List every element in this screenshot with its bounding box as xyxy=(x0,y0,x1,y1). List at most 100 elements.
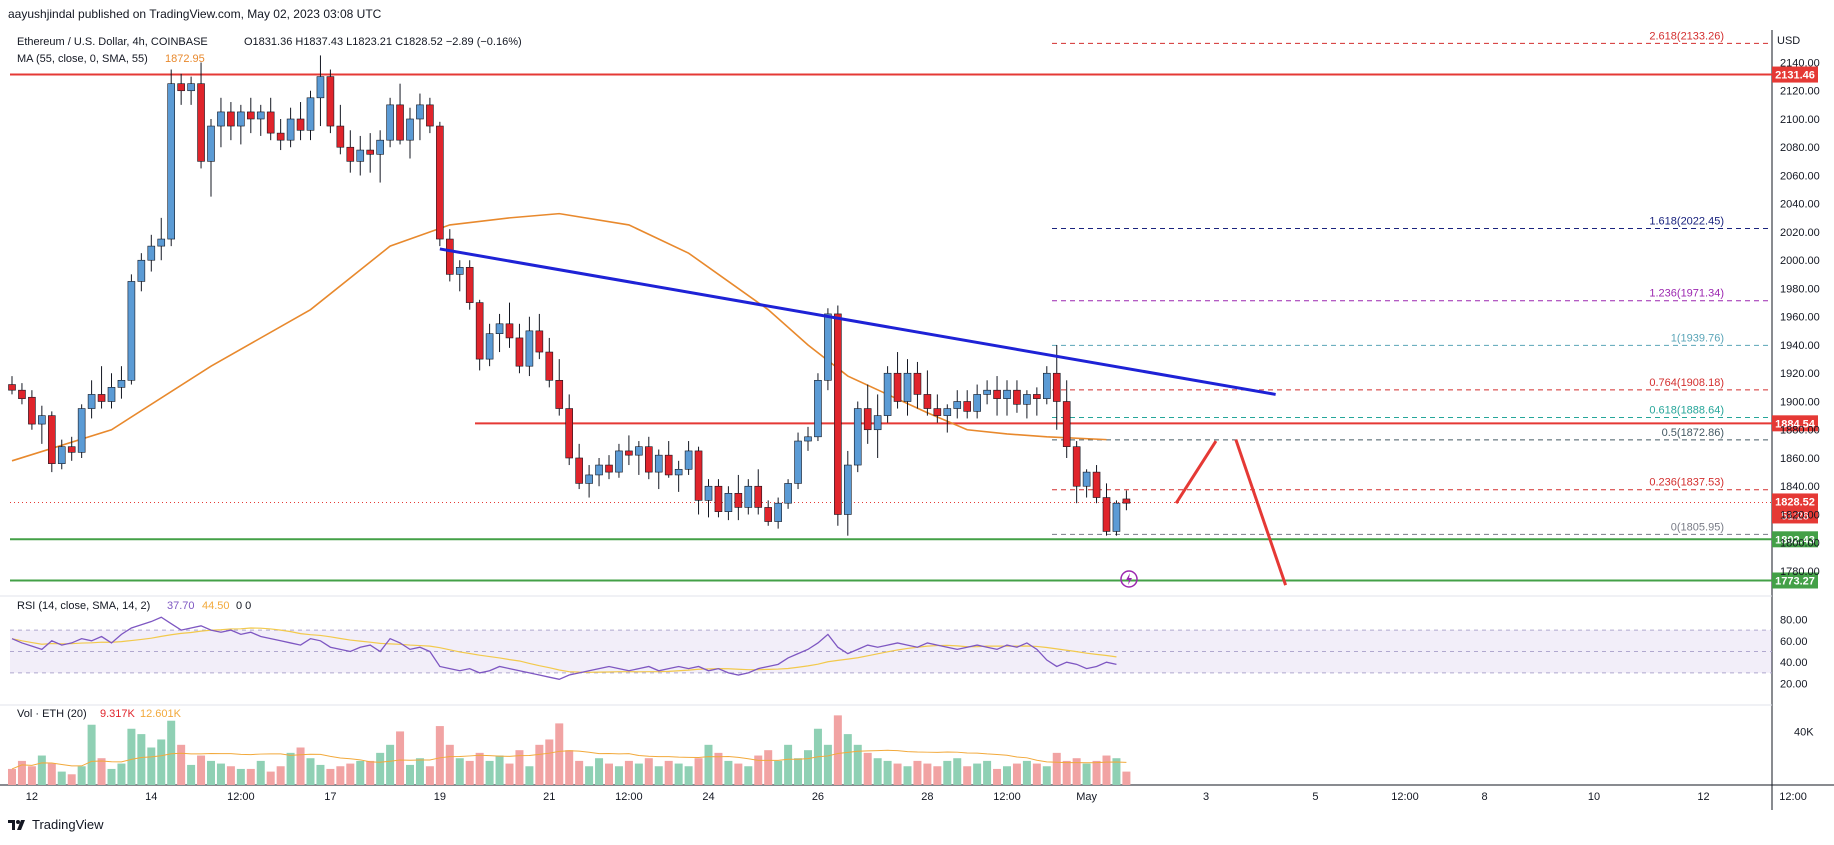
volume-bar xyxy=(8,768,16,785)
volume-bar xyxy=(873,758,882,785)
candle-body xyxy=(863,408,872,431)
time-tick-label: 12:00 xyxy=(1391,791,1419,803)
candle-body xyxy=(704,485,713,501)
candle-body xyxy=(943,408,952,416)
volume-bar xyxy=(883,760,892,785)
price-tick-label: 1840.00 xyxy=(1780,481,1820,493)
volume-bar xyxy=(784,744,793,785)
ma-legend-label[interactable]: MA (55, close, 0, SMA, 55) xyxy=(17,53,148,65)
trendline xyxy=(439,247,1276,396)
time-tick-label: 12:00 xyxy=(993,791,1021,803)
volume-bar xyxy=(624,760,633,785)
volume-bar xyxy=(644,758,653,785)
symbol-label[interactable]: Ethereum / U.S. Dollar, 4h, COINBASE xyxy=(17,36,208,48)
rsi-legend-label[interactable]: RSI (14, close, SMA, 14, 2) xyxy=(17,600,150,612)
volume-bar xyxy=(396,731,405,785)
candle-body xyxy=(674,468,683,476)
fib-level-label: 1(1939.76) xyxy=(1671,332,1724,344)
candle-body xyxy=(724,492,733,512)
volume-bar xyxy=(833,715,842,785)
candle-body xyxy=(834,313,842,515)
candle-body xyxy=(47,415,56,464)
candle-body xyxy=(97,394,106,402)
candle-body xyxy=(77,408,86,453)
candle-body xyxy=(1062,401,1071,447)
flash-icon[interactable] xyxy=(1120,570,1138,588)
candle-body xyxy=(853,408,862,466)
price-axis[interactable]: 1780.00 1800.00 1820.00 1840.00 1860.00 1880.… xyxy=(1780,57,1820,578)
volume-bar xyxy=(734,763,743,785)
price-tick-label: 1880.00 xyxy=(1780,425,1820,437)
tradingview-footer[interactable]: TradingView xyxy=(8,817,104,832)
candle-body xyxy=(1043,372,1051,399)
volume-bar xyxy=(1052,752,1061,785)
candle-body xyxy=(734,492,743,508)
volume-bar xyxy=(1012,763,1021,785)
candle-body xyxy=(1112,502,1121,532)
candle-body xyxy=(8,384,16,391)
volume-bar xyxy=(953,758,962,785)
candle-body xyxy=(266,111,275,134)
volume-bar xyxy=(634,763,643,785)
volume-bar xyxy=(575,760,584,785)
candle-body xyxy=(336,125,345,148)
price-tick-label: 2080.00 xyxy=(1780,142,1820,154)
level-price-text: 1884.54 xyxy=(1775,418,1816,430)
candle-body xyxy=(694,450,703,501)
volume-bar xyxy=(973,763,982,785)
fibonacci-levels: 2.618(2133.26) 1.618(2022.45) 1.236(1971.3… xyxy=(1052,30,1770,535)
price-tick-label: 1800.00 xyxy=(1780,538,1820,550)
volume-bar xyxy=(674,763,683,785)
volume-bar xyxy=(495,755,504,785)
volume-bar xyxy=(97,758,106,785)
price-tick-label: 2120.00 xyxy=(1780,86,1820,98)
candle-body xyxy=(157,238,166,247)
candlestick-series xyxy=(8,55,1131,536)
rsi-line xyxy=(11,616,1117,680)
rsi-pane: 20.00 40.00 60.00 80.00 xyxy=(10,614,1808,691)
volume-bar xyxy=(853,744,862,785)
volume-bar xyxy=(823,744,832,785)
candle-body xyxy=(843,464,852,515)
candle-body xyxy=(107,387,116,402)
volume-bar xyxy=(993,768,1002,785)
volume-bar xyxy=(207,760,215,785)
volume-bar xyxy=(605,763,613,785)
candle-body xyxy=(754,485,763,508)
candle-body xyxy=(1003,389,1011,399)
countdown-text: 51:26 xyxy=(1781,510,1809,522)
candle-body xyxy=(475,302,484,360)
volume-bar xyxy=(77,766,86,785)
volume-bar xyxy=(286,752,295,785)
candle-body xyxy=(237,111,245,127)
candle-body xyxy=(525,330,534,367)
volume-bar xyxy=(923,763,932,785)
price-tick-label: 2140.00 xyxy=(1780,57,1820,69)
price-tick-label: 1920.00 xyxy=(1780,368,1820,380)
time-tick-label: 12:00 xyxy=(1779,791,1807,803)
volume-legend-label[interactable]: Vol · ETH (20) xyxy=(17,708,87,720)
volume-bar xyxy=(167,720,176,785)
rsi-ma-line xyxy=(11,627,1117,673)
volume-bar xyxy=(764,750,773,785)
time-tick-label: 12 xyxy=(1697,791,1709,803)
price-tick-label: 1900.00 xyxy=(1780,396,1820,408)
volume-bar xyxy=(366,760,375,785)
candle-body xyxy=(933,408,942,416)
level-price-tag xyxy=(1772,415,1818,432)
volume-tick-label: 40K xyxy=(1794,726,1814,738)
candle-body xyxy=(764,507,773,522)
candle-body xyxy=(824,313,832,381)
ohlc-values: O1831.36 H1837.43 L1823.21 C1828.52 −2.8… xyxy=(244,36,522,48)
volume-bar xyxy=(425,766,434,785)
volume-bar xyxy=(17,760,26,785)
volume-bar xyxy=(475,752,484,785)
volume-bar xyxy=(406,764,414,785)
volume-bar xyxy=(863,752,872,785)
volume-bar xyxy=(256,760,265,785)
candle-body xyxy=(485,333,494,360)
candle-body xyxy=(455,266,464,275)
volume-bar xyxy=(197,755,206,785)
volume-bar xyxy=(943,760,952,785)
